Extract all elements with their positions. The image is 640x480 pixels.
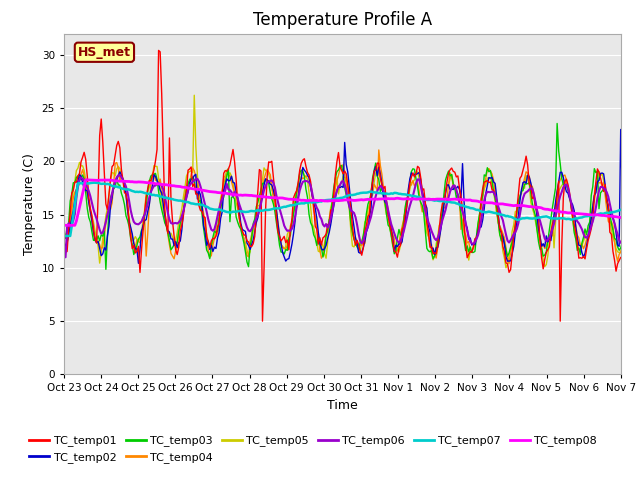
TC_temp02 [617,127,625,132]
TC_temp06 [367,214,375,219]
TC_temp05 [99,236,107,241]
Title: Temperature Profile A: Temperature Profile A [253,11,432,29]
TC_temp08 [367,196,375,202]
TC_temp03 [575,245,582,251]
TC_temp03 [102,266,109,272]
TC_temp02 [573,235,581,240]
TC_temp02 [134,261,142,266]
TC_temp01 [80,149,88,155]
TC_temp03 [99,233,107,239]
Line: TC_temp05: TC_temp05 [64,95,640,301]
TC_temp04 [80,173,88,179]
TC_temp08 [485,200,493,205]
Text: HS_met: HS_met [78,46,131,59]
TC_temp03 [367,190,375,196]
TC_temp07 [60,233,68,239]
TC_temp02 [99,251,107,257]
TC_temp04 [485,166,493,171]
TC_temp04 [365,206,373,212]
TC_temp08 [60,222,68,228]
Y-axis label: Temperature (C): Temperature (C) [23,153,36,255]
TC_temp02 [80,186,88,192]
TC_temp07 [485,209,493,215]
TC_temp01 [60,250,68,255]
TC_temp05 [485,175,493,180]
TC_temp08 [82,177,90,182]
TC_temp08 [80,184,88,190]
TC_temp03 [554,120,561,126]
TC_temp05 [573,241,581,247]
TC_temp01 [155,48,163,53]
TC_temp06 [99,229,107,235]
TC_temp07 [100,181,108,187]
Line: TC_temp02: TC_temp02 [64,130,640,264]
Line: TC_temp03: TC_temp03 [64,123,640,269]
TC_temp05 [367,194,375,200]
TC_temp01 [369,179,376,185]
TC_temp04 [575,235,582,240]
TC_temp04 [60,244,68,250]
TC_temp01 [486,179,494,185]
TC_temp08 [100,177,108,183]
TC_temp06 [485,189,493,195]
Line: TC_temp04: TC_temp04 [64,150,640,264]
Line: TC_temp01: TC_temp01 [64,50,640,321]
TC_temp04 [99,244,107,250]
Line: TC_temp06: TC_temp06 [64,175,640,257]
TC_temp02 [60,243,68,249]
TC_temp05 [60,235,68,240]
TC_temp04 [375,147,383,153]
TC_temp05 [191,92,198,98]
TC_temp01 [99,139,107,145]
TC_temp07 [367,189,375,194]
Legend: TC_temp01, TC_temp02, TC_temp03, TC_temp04, TC_temp05, TC_temp06, TC_temp07, TC_: TC_temp01, TC_temp02, TC_temp03, TC_temp… [25,431,601,468]
X-axis label: Time: Time [327,399,358,412]
Line: TC_temp08: TC_temp08 [64,180,640,225]
TC_temp03 [485,169,493,175]
TC_temp03 [80,176,88,182]
TC_temp06 [80,179,88,184]
TC_temp06 [573,218,581,224]
Line: TC_temp07: TC_temp07 [64,183,640,236]
TC_temp01 [259,318,266,324]
TC_temp04 [505,261,513,266]
TC_temp06 [115,172,122,178]
TC_temp02 [367,204,375,210]
TC_temp02 [485,175,493,180]
TC_temp03 [60,236,68,242]
TC_temp07 [90,180,97,186]
TC_temp06 [60,254,68,260]
TC_temp07 [80,180,88,186]
TC_temp08 [573,211,581,216]
TC_temp01 [575,255,582,261]
TC_temp05 [80,168,88,173]
TC_temp07 [573,216,581,221]
